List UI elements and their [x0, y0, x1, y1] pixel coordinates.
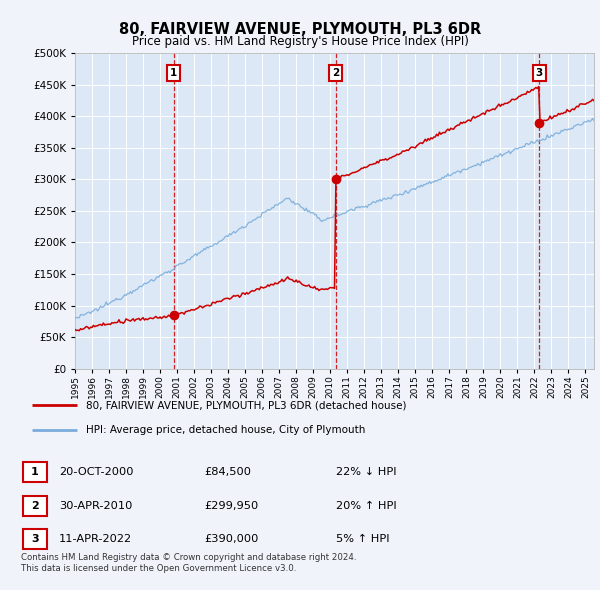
Text: 1: 1	[31, 467, 38, 477]
Text: 2: 2	[31, 501, 38, 510]
Text: 80, FAIRVIEW AVENUE, PLYMOUTH, PL3 6DR (detached house): 80, FAIRVIEW AVENUE, PLYMOUTH, PL3 6DR (…	[86, 401, 406, 411]
Text: 3: 3	[31, 535, 38, 544]
Text: £390,000: £390,000	[204, 535, 259, 544]
Text: 11-APR-2022: 11-APR-2022	[59, 535, 132, 544]
Text: 20% ↑ HPI: 20% ↑ HPI	[336, 501, 397, 510]
Text: HPI: Average price, detached house, City of Plymouth: HPI: Average price, detached house, City…	[86, 425, 365, 435]
Text: £299,950: £299,950	[204, 501, 258, 510]
Text: 2: 2	[332, 68, 340, 78]
Text: £84,500: £84,500	[204, 467, 251, 477]
Text: 22% ↓ HPI: 22% ↓ HPI	[336, 467, 397, 477]
Text: 20-OCT-2000: 20-OCT-2000	[59, 467, 133, 477]
Text: 5% ↑ HPI: 5% ↑ HPI	[336, 535, 389, 544]
Text: Price paid vs. HM Land Registry's House Price Index (HPI): Price paid vs. HM Land Registry's House …	[131, 35, 469, 48]
Text: 30-APR-2010: 30-APR-2010	[59, 501, 132, 510]
Text: 3: 3	[536, 68, 543, 78]
Text: 80, FAIRVIEW AVENUE, PLYMOUTH, PL3 6DR: 80, FAIRVIEW AVENUE, PLYMOUTH, PL3 6DR	[119, 22, 481, 37]
Text: Contains HM Land Registry data © Crown copyright and database right 2024.
This d: Contains HM Land Registry data © Crown c…	[21, 553, 356, 573]
Text: 1: 1	[170, 68, 178, 78]
